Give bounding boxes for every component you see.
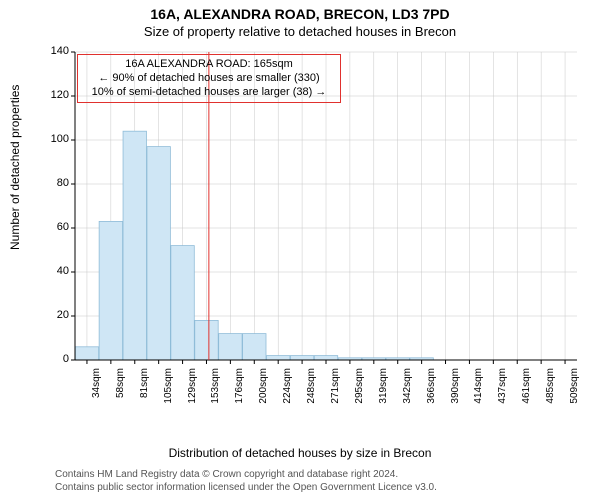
y-tick-label: 40 [39,265,69,277]
histogram-bar [314,356,337,360]
x-tick-label: 295sqm [354,368,365,412]
x-tick-label: 81sqm [139,368,150,412]
y-tick-label: 120 [39,89,69,101]
chart-title: 16A, ALEXANDRA ROAD, BRECON, LD3 7PD [0,6,600,22]
x-tick-label: 509sqm [569,368,580,412]
y-tick-label: 0 [39,353,69,365]
credit-line-2: Contains public sector information licen… [55,482,437,495]
histogram-bar [195,320,218,360]
x-tick-label: 437sqm [497,368,508,412]
histogram-bar [123,131,146,360]
histogram-bar [266,356,289,360]
chart-subtitle: Size of property relative to detached ho… [0,24,600,39]
credit-text: Contains HM Land Registry data © Crown c… [55,469,437,494]
x-tick-label: 224sqm [282,368,293,412]
x-tick-label: 153sqm [210,368,221,412]
x-tick-label: 248sqm [306,368,317,412]
histogram-bar [99,221,122,360]
x-tick-label: 390sqm [450,368,461,412]
y-tick-label: 100 [39,133,69,145]
histogram-bar [75,347,98,360]
x-tick-label: 58sqm [115,368,126,412]
x-tick-label: 366sqm [426,368,437,412]
x-tick-label: 176sqm [234,368,245,412]
credit-line-1: Contains HM Land Registry data © Crown c… [55,469,437,482]
y-axis-label: Number of detached properties [8,85,22,250]
x-tick-label: 34sqm [91,368,102,412]
histogram-bar [243,334,266,360]
x-axis-label: Distribution of detached houses by size … [0,446,600,460]
annotation-line: 16A ALEXANDRA ROAD: 165sqm [84,58,334,72]
y-tick-label: 20 [39,309,69,321]
x-tick-label: 461sqm [521,368,532,412]
x-tick-label: 485sqm [545,368,556,412]
annotation-line: 10% of semi-detached houses are larger (… [84,86,334,100]
x-tick-label: 342sqm [402,368,413,412]
histogram-bar [219,334,242,360]
histogram-bar [290,356,313,360]
histogram-bar [171,246,194,360]
y-tick-label: 140 [39,45,69,57]
x-tick-label: 105sqm [163,368,174,412]
marker-annotation: 16A ALEXANDRA ROAD: 165sqm← 90% of detac… [77,54,341,103]
x-tick-label: 129sqm [187,368,198,412]
x-tick-label: 319sqm [378,368,389,412]
annotation-line: ← 90% of detached houses are smaller (33… [84,72,334,86]
y-tick-label: 60 [39,221,69,233]
x-tick-label: 200sqm [258,368,269,412]
y-tick-label: 80 [39,177,69,189]
x-tick-label: 271sqm [330,368,341,412]
plot-area: 16A ALEXANDRA ROAD: 165sqm← 90% of detac… [55,48,585,408]
histogram-bar [147,147,170,360]
x-tick-label: 414sqm [473,368,484,412]
